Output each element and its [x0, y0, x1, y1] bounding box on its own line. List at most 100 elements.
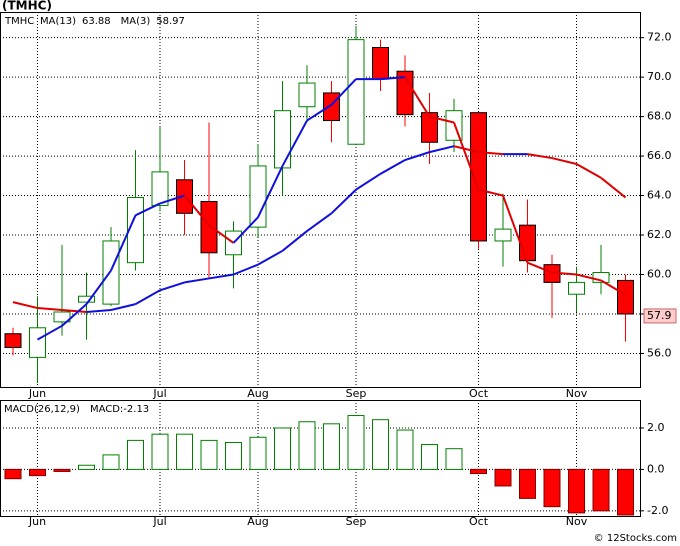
ma-line-segment: [135, 202, 161, 217]
ma-line-segment: [61, 309, 87, 313]
ma-line-segment: [380, 76, 406, 81]
y-tick-label: 64.0: [647, 189, 672, 202]
ma-line-segment: [159, 281, 185, 292]
legend-value: 63.88: [82, 16, 111, 27]
macd-panel-frame: [0, 400, 641, 517]
y-tick-label: 0.0: [647, 462, 665, 475]
ma-line-segment: [208, 273, 234, 280]
macd-bar: [372, 419, 389, 470]
x-tick-label: Nov: [566, 387, 588, 400]
y-tick-label: 60.0: [647, 268, 672, 281]
ma-line-segment: [453, 122, 480, 190]
legend-name: MA(13): [40, 16, 76, 27]
macd-bar: [274, 427, 291, 470]
candle-body: [274, 110, 291, 169]
candle-body: [200, 200, 218, 254]
ma-line-segment: [135, 289, 161, 305]
ma-line-segment: [86, 309, 112, 313]
ma-line-segment: [184, 277, 210, 284]
legend-name: MA(3): [121, 16, 151, 27]
price-panel-frame: [0, 12, 641, 388]
ma-line-segment: [551, 271, 577, 276]
x-tick-label: Sep: [346, 387, 367, 400]
x-tick-label: Jun: [28, 387, 46, 400]
x-tick-label: Jul: [152, 515, 166, 528]
ma-line-segment: [306, 103, 333, 122]
ma-line-segment: [478, 151, 504, 156]
chart-title: (TMHC): [2, 0, 52, 13]
ma-line-segment: [502, 195, 529, 264]
y-tick-label: 66.0: [647, 149, 672, 162]
ma-line-segment: [429, 145, 455, 154]
ma-line-segment: [404, 76, 431, 118]
candle-body: [470, 112, 487, 242]
candle-body: [4, 333, 22, 349]
ma-line-segment: [233, 263, 259, 276]
macd-bar: [494, 468, 512, 487]
ma-line-segment: [159, 194, 185, 205]
ma-line-segment: [61, 303, 88, 327]
candle-body: [494, 228, 512, 242]
y-tick-label: 2.0: [647, 421, 665, 434]
ma-line-segment: [257, 165, 284, 218]
ma-line-segment: [110, 214, 137, 271]
macd-bar: [519, 468, 536, 499]
y-tick-label: -2.0: [647, 504, 668, 517]
macd-bar: [151, 433, 169, 470]
candle-body: [347, 39, 365, 145]
macd-bar: [53, 468, 71, 472]
ma-line-segment: [208, 224, 235, 244]
macd-bar: [176, 433, 193, 470]
x-tick-label: Nov: [566, 515, 588, 528]
macd-bar: [225, 441, 242, 470]
candle-body: [151, 171, 169, 206]
macd-bar: [592, 468, 610, 512]
x-tick-label: Sep: [346, 515, 367, 528]
x-tick-label: Jun: [28, 515, 46, 528]
ma-line-segment: [576, 273, 602, 282]
y-tick-label: 56.0: [647, 346, 672, 359]
ma-line-segment: [281, 230, 308, 252]
candle-body: [372, 47, 389, 80]
candle-body: [53, 311, 71, 323]
x-tick-label: Jul: [152, 387, 166, 400]
indicator-value: MACD:-2.13: [90, 404, 149, 415]
macd-bar: [347, 415, 365, 470]
ma-line-segment: [404, 151, 430, 161]
macd-bar: [421, 444, 438, 470]
ma-line-segment: [380, 159, 406, 175]
ma-line-segment: [183, 194, 210, 226]
ma-line-segment: [330, 78, 357, 106]
candle-body: [29, 327, 46, 358]
ma-line-segment: [281, 120, 308, 167]
ma-line-segment: [429, 115, 455, 124]
ma-line-segment: [527, 153, 553, 160]
macd-bar: [127, 439, 144, 470]
macd-bar: [445, 448, 463, 470]
ma-line-segment: [527, 261, 553, 274]
ma-line-segment: [355, 173, 382, 191]
ma-line-segment: [600, 279, 627, 296]
macd-bar: [4, 468, 22, 480]
macd-bar: [323, 423, 340, 470]
macd-bar: [298, 421, 316, 470]
indicator-name: MACD(26,12,9): [4, 404, 80, 415]
x-tick-label: Oct: [469, 387, 489, 400]
ma-line-segment: [330, 188, 357, 215]
ma-line-segment: [600, 177, 627, 199]
candle-body: [617, 279, 634, 315]
macd-bar: [78, 464, 95, 470]
macd-bar: [617, 468, 634, 516]
candle-body: [323, 92, 340, 122]
x-tick-label: Aug: [247, 387, 268, 400]
ma-line-segment: [257, 249, 283, 266]
legend-ticker: TMHC: [4, 16, 34, 27]
candle-body: [249, 165, 267, 228]
candle-body: [102, 240, 120, 305]
last-price-box: [643, 308, 677, 324]
macd-bar: [200, 439, 218, 470]
candle-body: [568, 281, 585, 295]
macd-bar: [249, 436, 267, 470]
ma-line-segment: [110, 303, 136, 311]
legend-value: 58.97: [156, 16, 185, 27]
